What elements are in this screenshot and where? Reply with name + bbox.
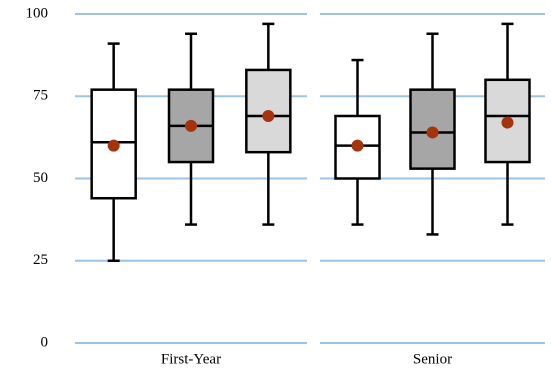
mean — [107, 139, 120, 152]
mean — [185, 119, 197, 132]
x-tick-label: First-Year — [161, 351, 221, 367]
y-tick-label: 75 — [33, 88, 48, 104]
mean — [262, 109, 275, 122]
y-tick-label: 25 — [33, 252, 48, 268]
y-tick-label: 0 — [41, 334, 49, 350]
box — [484, 78, 531, 164]
box — [245, 68, 292, 154]
y-tick-label: 50 — [33, 170, 48, 186]
mean — [351, 139, 364, 152]
mean — [501, 116, 514, 129]
mean — [426, 126, 439, 139]
y-tick-label: 100 — [26, 5, 49, 21]
x-tick-label: Senior — [413, 351, 452, 367]
